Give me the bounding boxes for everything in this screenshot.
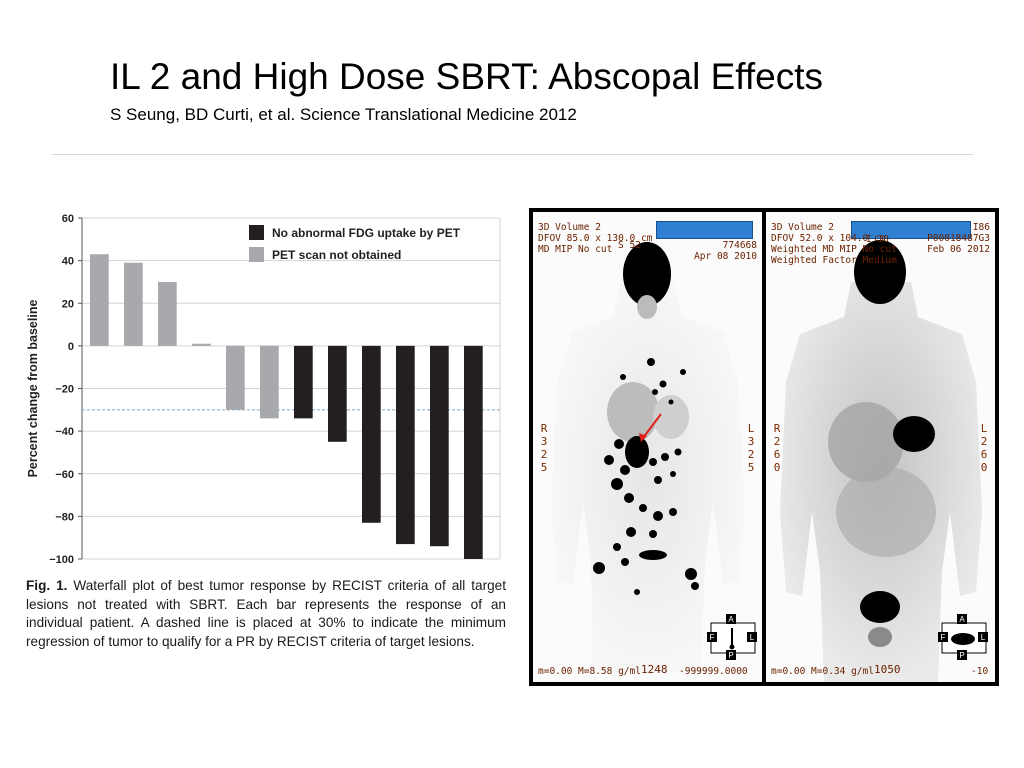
y-tick-label: −100 [49,554,74,566]
y-tick-label: 60 [62,213,74,225]
legend-swatch [249,225,264,240]
pet-left-footer: m=0.00 M=8.58 g/ml [538,666,641,677]
cube-right-a: A [959,615,965,624]
orientation-cube-left: A F L P [707,614,757,660]
pet-left-l-label: L 3 2 5 [747,422,755,474]
pet-left-header: 3D Volume 2 DFOV 85.0 x 130.0 cm MD MIP … [538,222,653,255]
pet-left-slice: S 52 [618,240,641,251]
pet-scan-2012: 3D Volume 2 DFOV 52.0 x 104.0 cm Weighte… [766,212,995,682]
pet-scan-panel: 3D Volume 2 DFOV 85.0 x 130.0 cm MD MIP … [529,208,999,686]
y-tick-label: −80 [55,511,74,523]
pet-left-footer-right: -999999.0000 [679,666,748,677]
cube-left-a: A [728,615,734,624]
bar [294,345,313,419]
bar [260,345,279,419]
pet-right-footer: m=0.00 M=0.34 g/ml [771,666,874,677]
y-tick-label: −60 [55,469,74,481]
pet-left-frame: 1248 [641,663,668,676]
legend-label: No abnormal FDG uptake by PET [272,226,461,240]
pet-right-r-label: R 2 6 0 [773,422,781,474]
cube-left-l: L [750,633,755,642]
caption-label: Fig. 1. [26,578,68,593]
orientation-cube-right-icon: A F L P [938,614,988,660]
pet-right-footer-right: -10 [971,666,989,677]
pet-left-r-label: R 3 2 5 [540,422,548,474]
pet-right-frame: 1050 [874,663,901,676]
y-axis: 60 40 20 0 −20 −40 −60 −80 −100 [49,213,501,566]
pet-body-left [551,242,745,672]
y-tick-label: 0 [68,341,74,353]
cube-right-l: L [981,633,986,642]
bar [192,343,211,346]
bar [90,254,109,346]
pet-scan-2010: 3D Volume 2 DFOV 85.0 x 130.0 cm MD MIP … [533,212,762,682]
legend-label: PET scan not obtained [272,248,401,262]
bar [124,262,143,346]
chart-bars [90,254,483,559]
y-axis-label: Percent change from baseline [26,300,40,478]
pet-right-slice: I 10 [866,234,889,245]
y-tick-label: 40 [62,256,74,268]
title-divider [52,154,973,155]
orientation-cube-left-icon: A F L P [707,614,757,660]
waterfall-chart: 60 40 20 0 −20 −40 −60 −80 −100 No abnormal FDG … [26,213,501,566]
bar [158,281,177,346]
chart-gridlines [82,217,500,560]
bar [430,345,449,547]
slide-title: IL 2 and High Dose SBRT: Abscopal Effect… [110,56,824,97]
y-tick-label: −40 [55,426,74,438]
chart-legend: No abnormal FDG uptake by PET PET scan no… [249,225,461,262]
cube-right-p: P [959,651,964,660]
caption-text: Waterfall plot of best tumor response by… [26,578,506,649]
bar [464,345,483,559]
pet-left-header-right: 774668 Apr 08 2010 [694,240,757,262]
cube-left-f: F [710,633,715,642]
bar [328,345,347,442]
bar [362,345,381,523]
pet-right-l-label: L 2 6 0 [980,422,988,474]
cube-left-p: P [728,651,733,660]
y-tick-label: 20 [62,298,74,310]
cube-right-f: F [941,633,946,642]
orientation-cube-right: A F L P [938,614,988,660]
bar [396,345,415,545]
y-tick-label: −20 [55,384,74,396]
slide-subtitle: S Seung, BD Curti, et al. Science Transl… [110,105,577,124]
pet-right-header: 3D Volume 2 DFOV 52.0 x 104.0 cm Weighte… [771,222,897,266]
bar [226,345,245,410]
scale-bar-left [656,221,753,239]
legend-swatch [249,247,264,262]
pet-right-header-right: I86 P00018487G3 Feb 06 2012 [927,222,990,255]
figure-caption: Fig. 1. Waterfall plot of best tumor res… [26,577,506,651]
pet-body-right [780,240,982,682]
scale-bar-right [851,221,971,239]
